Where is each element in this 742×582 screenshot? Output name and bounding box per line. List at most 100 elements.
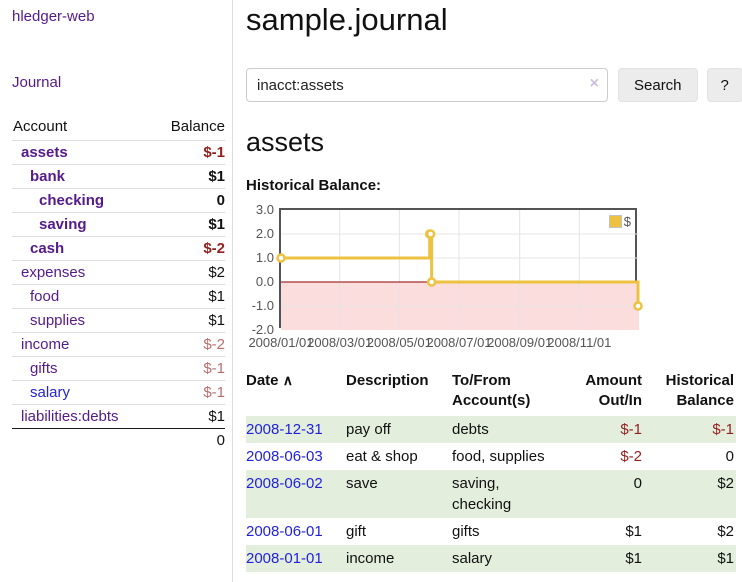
sidebar-account-cash[interactable]: cash $-2: [12, 236, 225, 260]
balance-column-header: Balance: [170, 118, 225, 135]
chart-legend: $: [607, 213, 632, 230]
y-axis-tick-label: 0.0: [255, 274, 274, 289]
register-row[interactable]: 2008-06-01 gift gifts $1 $2: [246, 518, 736, 545]
transaction-balance: $2: [717, 522, 734, 540]
transaction-accounts: debts: [452, 420, 489, 438]
historical-balance-chart: $ 3.0 2.0 1.0 0.0 -1.0 -2.0 2008/01/01 2008/03/…: [246, 202, 742, 353]
x-axis-tick-label: 2008/09/01: [487, 335, 553, 350]
transaction-amount: $1: [625, 549, 642, 567]
y-axis-tick-label: 2.0: [255, 226, 274, 241]
account-link[interactable]: liabilities:debts: [21, 408, 119, 425]
account-column-header: Account: [13, 118, 68, 135]
register-row[interactable]: 2008-12-31 pay off debts $-1 $-1: [246, 415, 736, 443]
accounts-table-header: Account Balance: [12, 114, 225, 140]
sidebar-account-expenses[interactable]: expenses $2: [12, 260, 225, 284]
page-title: sample.journal: [246, 2, 448, 37]
transaction-date-link[interactable]: 2008-01-01: [246, 549, 323, 567]
search-form: × Search ?: [246, 68, 742, 102]
account-balance: $1: [208, 216, 225, 233]
date-column-header[interactable]: Date ∧: [246, 369, 346, 416]
transaction-amount: $-1: [620, 420, 642, 438]
chart-plot-area: $: [276, 208, 643, 330]
y-axis-tick-label: -1.0: [251, 298, 274, 313]
account-heading: assets: [246, 127, 325, 157]
account-link[interactable]: assets: [21, 144, 68, 161]
transaction-accounts: salary: [452, 549, 493, 567]
account-balance: $1: [208, 168, 225, 185]
legend-swatch: [608, 215, 622, 228]
sidebar-account-bank[interactable]: bank $1: [12, 164, 225, 188]
transaction-balance: 0: [725, 447, 734, 465]
transaction-description: gift: [346, 522, 367, 540]
transaction-date-link[interactable]: 2008-06-03: [246, 447, 323, 465]
transaction-description: save: [346, 474, 378, 492]
transaction-accounts: saving, checking: [452, 474, 512, 513]
transaction-date-link[interactable]: 2008-06-01: [246, 522, 323, 540]
account-balance: 0: [216, 192, 225, 209]
account-link[interactable]: income: [21, 336, 70, 353]
clear-search-icon[interactable]: ×: [589, 75, 599, 92]
transaction-description: eat & shop: [346, 447, 418, 465]
sidebar-account-liabilities-debts[interactable]: liabilities:debts $1: [12, 404, 225, 428]
register-row[interactable]: 2008-06-03 eat & shop food, supplies $-2…: [246, 443, 736, 470]
transaction-date-link[interactable]: 2008-12-31: [246, 420, 323, 438]
transaction-accounts: food, supplies: [452, 447, 545, 465]
sidebar-account-food[interactable]: food $1: [12, 284, 225, 308]
accounts-balance-table: Account Balance assets $-1 bank $1 check…: [12, 114, 225, 452]
transaction-balance: $1: [717, 549, 734, 567]
register-header-row: Date ∧ Description To/From Account(s) Am…: [246, 369, 736, 416]
account-balance: $-1: [203, 144, 225, 161]
y-axis-tick-label: 1.0: [255, 250, 274, 265]
y-axis-tick-label: -2.0: [251, 322, 274, 337]
legend-label: $: [623, 214, 631, 229]
balance-column-header: Historical Balance: [665, 372, 734, 410]
accounts-total: 0: [12, 428, 225, 452]
sidebar-account-income[interactable]: income $-2: [12, 332, 225, 356]
register-table: Date ∧ Description To/From Account(s) Am…: [246, 369, 736, 572]
search-button[interactable]: Search: [618, 68, 698, 102]
account-balance: $1: [208, 408, 225, 425]
register-row[interactable]: 2008-06-02 save saving, checking 0 $2: [246, 469, 736, 518]
transaction-balance: $2: [717, 474, 734, 492]
account-balance: $2: [208, 264, 225, 281]
sidebar: hledger-web Journal Account Balance asse…: [0, 0, 233, 582]
register-row[interactable]: 2008-01-01 income salary $1 $1: [246, 544, 736, 572]
account-link[interactable]: bank: [30, 168, 66, 185]
account-link[interactable]: expenses: [21, 264, 86, 281]
transaction-description: pay off: [346, 420, 391, 438]
x-axis-tick-label: 2008/03/01: [307, 335, 373, 350]
account-link[interactable]: saving: [39, 216, 87, 233]
app-title-link[interactable]: hledger-web: [12, 8, 95, 25]
sidebar-account-saving[interactable]: saving $1: [12, 212, 225, 236]
help-button[interactable]: ?: [706, 68, 742, 102]
account-link[interactable]: cash: [30, 240, 65, 257]
chart-title: Historical Balance:: [246, 177, 382, 194]
transaction-date-link[interactable]: 2008-06-02: [246, 474, 323, 492]
sidebar-account-salary[interactable]: salary $-1: [12, 380, 225, 404]
account-balance: $-2: [203, 240, 225, 257]
sidebar-item-journal[interactable]: Journal: [12, 74, 62, 91]
account-link[interactable]: salary: [30, 384, 71, 401]
description-column-header: Description: [346, 372, 429, 389]
transaction-amount: $-2: [620, 447, 642, 465]
sidebar-account-checking[interactable]: checking 0: [12, 188, 225, 212]
tofrom-column-header: To/From Account(s): [452, 372, 531, 410]
account-balance: $-2: [203, 336, 225, 353]
account-link[interactable]: gifts: [30, 360, 58, 377]
transaction-balance: $-1: [712, 420, 734, 438]
sidebar-account-assets[interactable]: assets $-1: [12, 140, 225, 164]
transaction-amount: $1: [625, 522, 642, 540]
sort-asc-icon: ∧: [282, 372, 293, 388]
main-content: sample.journal × Search ? assets Histori…: [233, 0, 742, 582]
account-link[interactable]: food: [30, 288, 60, 305]
account-link[interactable]: supplies: [30, 312, 86, 329]
search-input[interactable]: [246, 68, 608, 102]
transaction-amount: 0: [633, 474, 642, 492]
account-balance: $-1: [203, 384, 225, 401]
x-axis-tick-label: 2008/05/01: [366, 335, 432, 350]
account-link[interactable]: checking: [39, 192, 105, 209]
transaction-accounts: gifts: [452, 522, 480, 540]
sidebar-account-supplies[interactable]: supplies $1: [12, 308, 225, 332]
y-axis-tick-label: 3.0: [255, 202, 274, 217]
sidebar-account-gifts[interactable]: gifts $-1: [12, 356, 225, 380]
